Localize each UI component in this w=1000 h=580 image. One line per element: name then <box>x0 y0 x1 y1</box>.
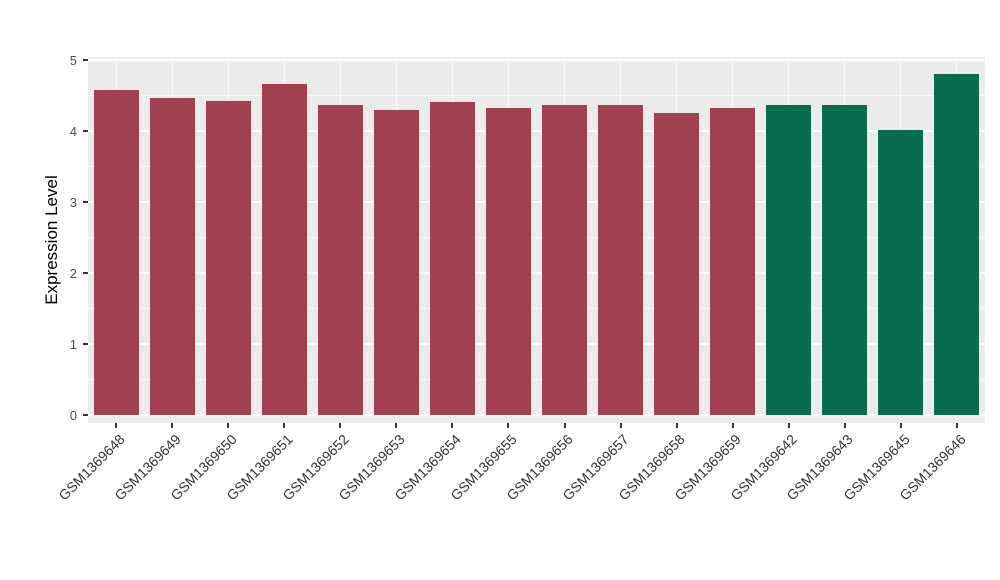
bar-GSM1369654 <box>429 101 475 415</box>
gridline-major <box>88 130 985 132</box>
x-tick-mark <box>955 423 958 428</box>
gridline-minor <box>88 95 985 96</box>
x-tick-mark <box>843 423 846 428</box>
x-tick-mark <box>395 423 398 428</box>
y-tick-label: 4 <box>69 124 77 139</box>
x-tick-mark <box>451 423 454 428</box>
x-tick-mark <box>899 423 902 428</box>
y-tick-mark <box>83 343 88 345</box>
x-axis: GSM1369648 GSM1369649 GSM1369650 GSM1369651… <box>55 423 985 580</box>
y-tick-label: 0 <box>69 408 77 423</box>
gridline-minor <box>88 308 985 309</box>
y-tick-label: 3 <box>69 195 77 210</box>
x-tick-mark <box>675 423 678 428</box>
gridline-minor <box>88 166 985 167</box>
x-tick-mark <box>283 423 286 428</box>
plot-panel <box>88 57 985 423</box>
x-tick-mark <box>227 423 230 428</box>
bar-GSM1369657 <box>598 104 644 415</box>
x-tick-mark <box>171 423 174 428</box>
bar-GSM1369648 <box>93 89 139 415</box>
x-tick-mark <box>507 423 510 428</box>
x-tick-mark <box>563 423 566 428</box>
gridline-major <box>88 414 985 416</box>
gridline-major <box>88 59 985 61</box>
bar-GSM1369658 <box>654 113 700 415</box>
gridline-minor <box>88 237 985 238</box>
gridline-major <box>88 272 985 274</box>
bar-GSM1369650 <box>205 101 251 415</box>
gridline-minor <box>88 379 985 380</box>
x-tick-mark <box>115 423 118 428</box>
bar-GSM1369642 <box>766 105 812 415</box>
y-tick-mark <box>83 272 88 274</box>
bar-GSM1369646 <box>934 74 980 415</box>
y-tick-mark <box>83 130 88 132</box>
bar-GSM1369656 <box>542 105 588 415</box>
y-tick-mark <box>83 414 88 416</box>
bar-GSM1369651 <box>261 84 307 415</box>
bar-GSM1369643 <box>822 104 868 415</box>
y-tick-label: 5 <box>69 53 77 68</box>
bar-GSM1369655 <box>485 108 531 415</box>
y-tick-label: 2 <box>69 266 77 281</box>
y-axis: 0 1 2 3 4 5 <box>0 53 88 423</box>
bar-GSM1369652 <box>317 105 363 415</box>
bar-GSM1369649 <box>149 97 195 415</box>
gridline-major <box>88 343 985 345</box>
x-tick-mark <box>619 423 622 428</box>
gridline-major <box>88 201 985 203</box>
x-tick-mark <box>731 423 734 428</box>
x-tick-mark <box>339 423 342 428</box>
y-tick-mark <box>83 59 88 61</box>
bar-GSM1369653 <box>373 109 419 415</box>
y-tick-mark <box>83 201 88 203</box>
bar-GSM1369659 <box>710 108 756 415</box>
y-tick-label: 1 <box>69 337 77 352</box>
x-tick-mark <box>787 423 790 428</box>
bar-GSM1369645 <box>878 129 924 415</box>
